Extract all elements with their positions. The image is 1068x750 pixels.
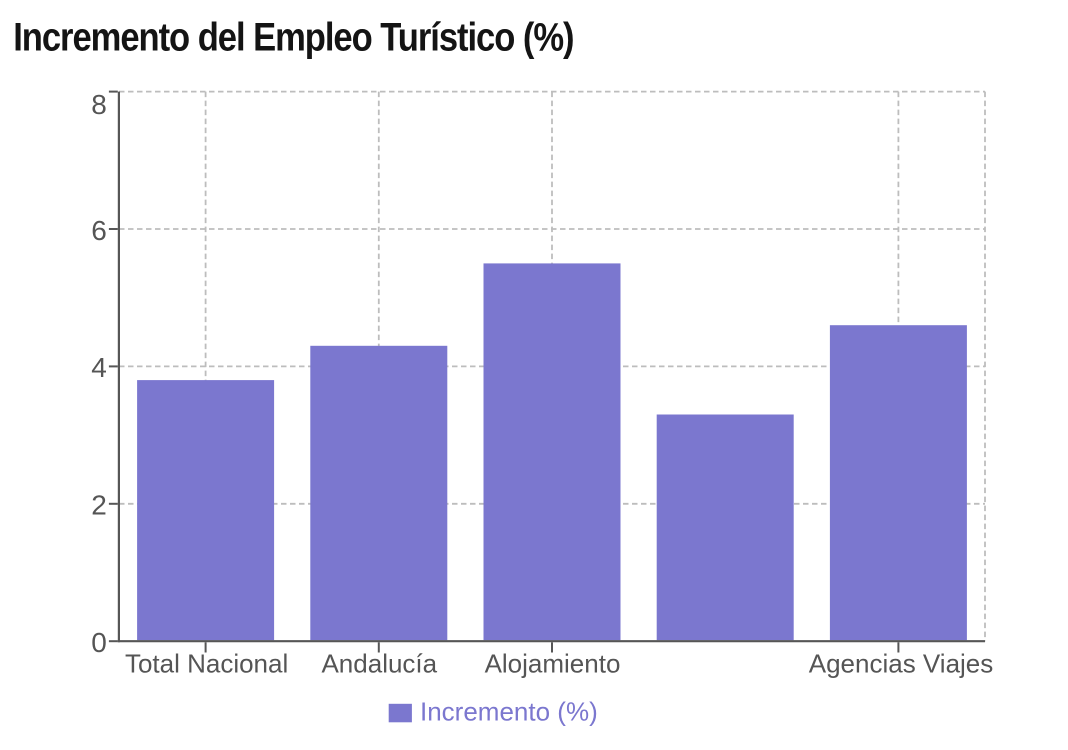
svg-text:Incremento del Empleo Turístic: Incremento del Empleo Turístico (%) <box>13 14 573 59</box>
svg-text:Alojamiento: Alojamiento <box>485 648 621 678</box>
svg-text:Andalucía: Andalucía <box>321 648 437 678</box>
svg-text:8: 8 <box>91 89 107 120</box>
svg-text:Agencias Viajes: Agencias Viajes <box>809 648 994 678</box>
svg-text:Total Nacional: Total Nacional <box>125 648 288 678</box>
svg-text:0: 0 <box>91 627 107 658</box>
svg-text:6: 6 <box>91 215 107 246</box>
svg-text:2: 2 <box>91 489 107 520</box>
svg-text:Incremento (%): Incremento (%) <box>420 697 598 727</box>
svg-text:4: 4 <box>91 352 107 383</box>
